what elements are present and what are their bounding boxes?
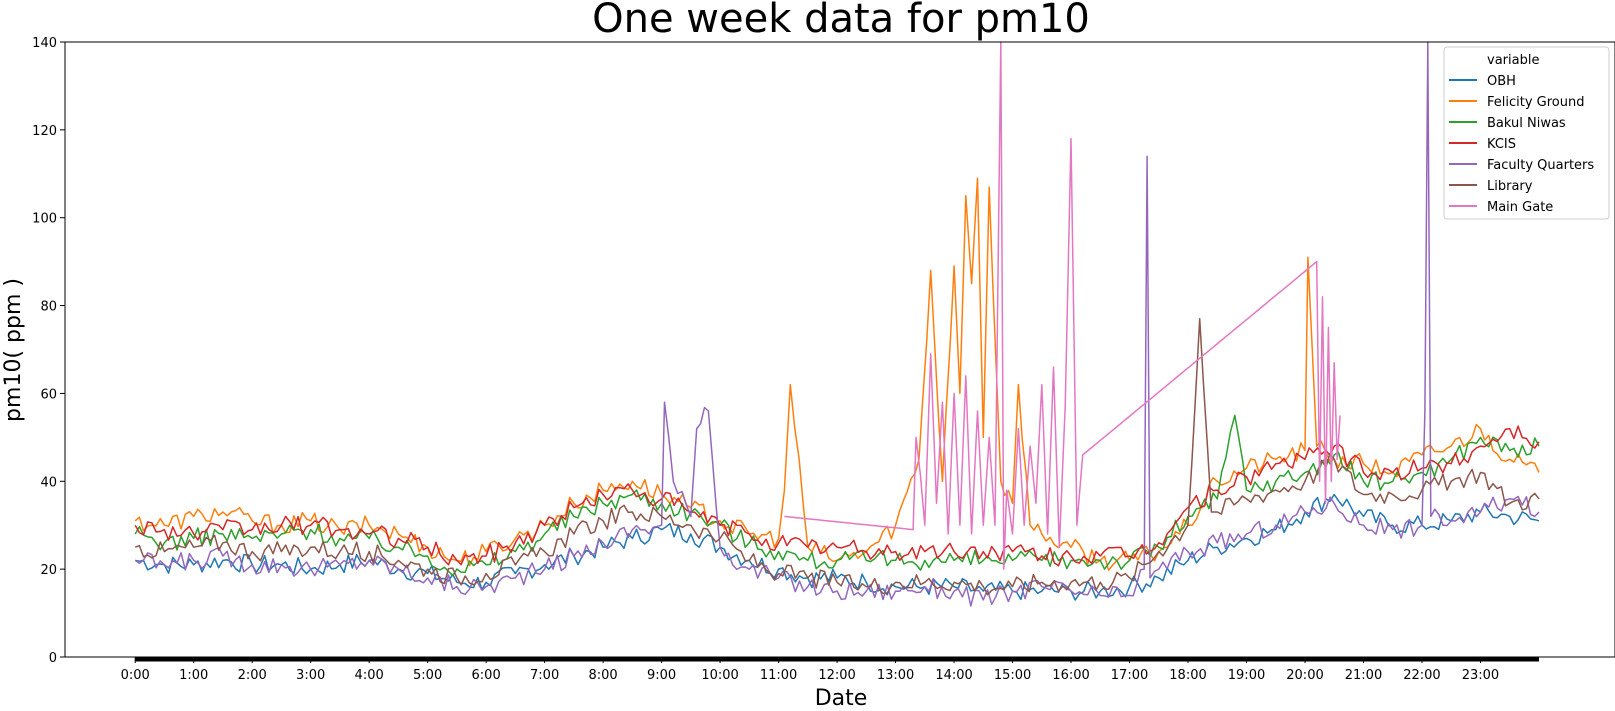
legend-entry: Bakul Niwas (1487, 116, 1566, 131)
legend-entry: Faculty Quarters (1487, 158, 1594, 173)
series-line-bakul-niwas (134, 414, 1540, 577)
series-line-kcis (134, 425, 1540, 567)
series-lines (134, 41, 1540, 607)
x-tick-label: 15:00 (994, 668, 1031, 683)
x-tick-label: 14:00 (935, 668, 972, 683)
series-line-main-gate (784, 41, 1341, 570)
legend-entry: Library (1487, 179, 1533, 194)
x-tick-label: 12:00 (818, 668, 855, 683)
x-tick-label: 18:00 (1169, 668, 1206, 683)
x-tick-label: 8:00 (589, 668, 618, 683)
x-tick-label: 1:00 (179, 668, 208, 683)
y-tick-label: 80 (40, 300, 57, 315)
legend: variable OBH Felicity Ground Bakul Niwas KC… (1443, 46, 1610, 220)
axes: 0 20 40 60 80 100 120 140 0:00 1:00 2:00 3:00 4:00 5:… (32, 36, 1539, 683)
plot-frame (64, 41, 1615, 658)
x-tick-label: 22:00 (1403, 668, 1440, 683)
x-axis-title: Date (815, 686, 868, 711)
x-tick-label: 10:00 (701, 668, 738, 683)
y-axis-title: pm10( ppm ) (1, 278, 26, 422)
x-tick-label: 19:00 (1228, 668, 1265, 683)
y-tick-label: 140 (32, 36, 57, 51)
legend-entry: KCIS (1487, 137, 1516, 152)
legend-entry: Main Gate (1487, 200, 1553, 215)
y-tick-label: 100 (32, 212, 57, 227)
x-tick-label: 7:00 (530, 668, 559, 683)
x-tick-label: 4:00 (355, 668, 384, 683)
x-tick-label: 6:00 (472, 668, 501, 683)
x-tick-label: 5:00 (413, 668, 442, 683)
y-tick-label: 0 (49, 651, 57, 666)
x-tick-label: 9:00 (647, 668, 676, 683)
y-tick-label: 40 (40, 475, 57, 490)
x-tick-label: 20:00 (1286, 668, 1323, 683)
x-tick-label: 2:00 (238, 668, 267, 683)
y-tick-label: 120 (32, 124, 57, 139)
x-tick-label: 13:00 (877, 668, 914, 683)
x-tick-label: 21:00 (1345, 668, 1382, 683)
x-tick-label: 11:00 (760, 668, 797, 683)
series-line-library (134, 318, 1540, 596)
legend-entry: Felicity Ground (1487, 95, 1585, 110)
x-tick-label: 17:00 (1111, 668, 1148, 683)
legend-title: variable (1487, 53, 1539, 68)
y-tick-label: 60 (40, 387, 57, 402)
series-line-faculty-quarters (134, 41, 1540, 607)
x-tick-label: 0:00 (121, 668, 150, 683)
x-tick-label: 16:00 (1052, 668, 1089, 683)
chart-title: One week data for pm10 (592, 0, 1090, 42)
x-tick-label: 23:00 (1462, 668, 1499, 683)
x-tick-label: 3:00 (296, 668, 325, 683)
legend-entry: OBH (1487, 74, 1516, 89)
y-tick-label: 20 (40, 563, 57, 578)
legend-box (1443, 46, 1610, 220)
series-line-felicity-ground (134, 177, 1540, 571)
